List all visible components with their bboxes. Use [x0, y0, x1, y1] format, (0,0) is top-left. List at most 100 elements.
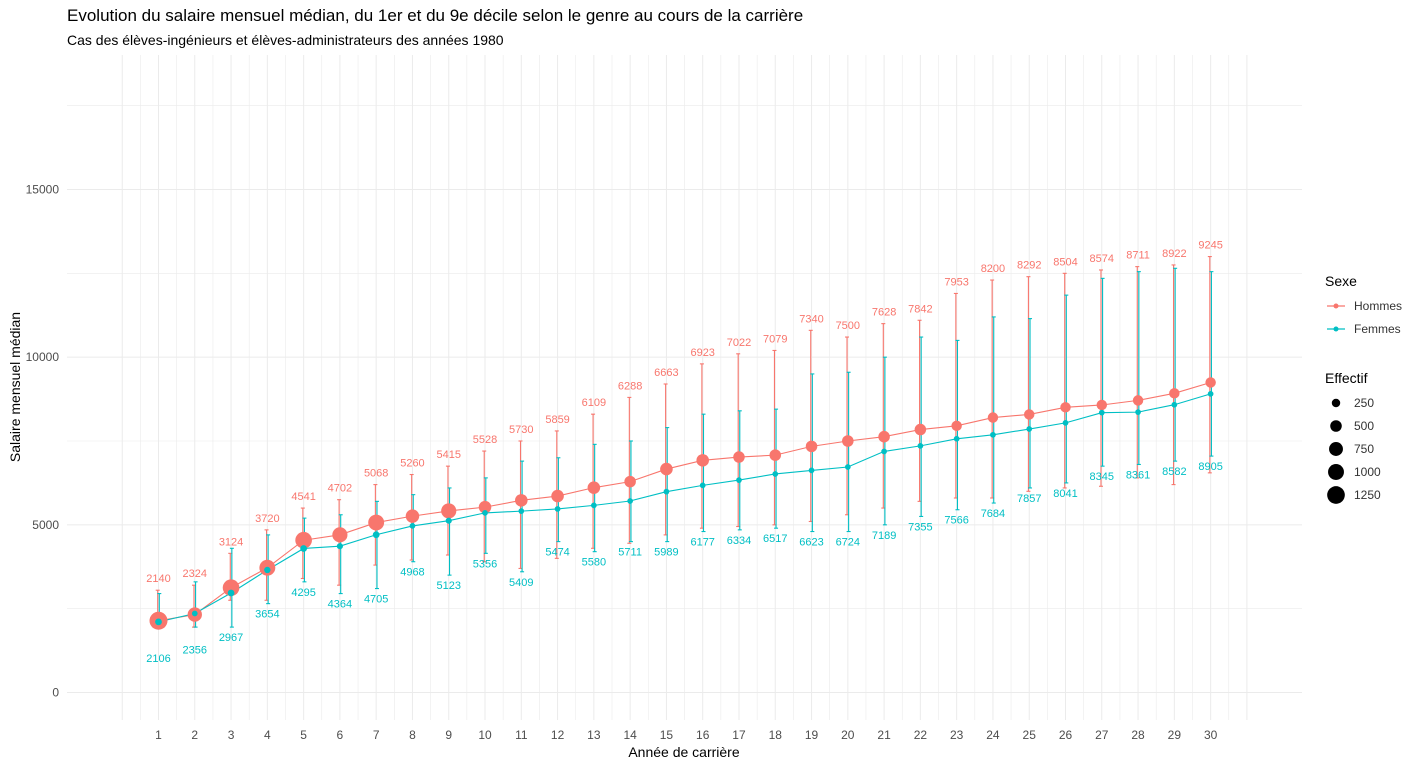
data-label-femmes: 7566 — [944, 515, 968, 527]
point-hommes — [1132, 395, 1144, 406]
x-tick-label: 9 — [445, 728, 452, 742]
point-hommes — [624, 475, 636, 488]
data-label-hommes: 5260 — [400, 458, 424, 470]
point-femmes — [917, 443, 924, 449]
point-femmes — [699, 482, 706, 489]
x-tick-label: 5 — [300, 728, 307, 742]
legend-size-dot — [1330, 420, 1342, 432]
x-tick-label: 27 — [1095, 728, 1109, 742]
point-femmes — [518, 508, 525, 514]
legend-size-label: 500 — [1354, 419, 1374, 433]
point-femmes — [627, 498, 633, 504]
x-tick-label: 10 — [478, 728, 492, 742]
data-label-hommes: 5528 — [473, 434, 497, 446]
data-label-femmes: 8582 — [1162, 466, 1186, 478]
x-axis-label: Année de carrière — [628, 744, 740, 760]
point-hommes — [660, 462, 673, 476]
data-label-hommes: 2324 — [183, 568, 207, 580]
data-label-hommes: 7500 — [836, 320, 860, 332]
legend-dot-hommes — [1333, 303, 1339, 309]
point-femmes — [881, 448, 887, 455]
legend-label-femmes: Femmes — [1354, 322, 1401, 336]
y-tick-label: 15000 — [26, 183, 60, 197]
point-hommes — [1205, 377, 1216, 388]
point-hommes — [987, 412, 999, 423]
legend-size-title: Effectif — [1325, 370, 1368, 386]
x-tick-label: 18 — [769, 728, 783, 742]
data-label-femmes: 5580 — [582, 557, 606, 569]
point-hommes — [332, 527, 348, 543]
point-hommes — [1024, 409, 1035, 420]
point-hommes — [1060, 402, 1071, 413]
data-label-femmes: 6623 — [799, 537, 823, 549]
point-femmes — [445, 517, 452, 524]
data-label-femmes: 7684 — [981, 508, 1005, 520]
data-label-hommes: 6923 — [690, 347, 714, 359]
point-femmes — [1207, 391, 1214, 397]
data-label-femmes: 2967 — [219, 632, 243, 644]
data-label-hommes: 8711 — [1126, 250, 1150, 262]
data-label-hommes: 8922 — [1162, 248, 1186, 260]
data-labels: 2140 2324 3124 3720 4541 4702 5068 5260 5415 5528… — [146, 240, 1223, 665]
point-hommes — [441, 503, 457, 519]
data-label-hommes: 6288 — [618, 380, 642, 392]
point-femmes — [227, 589, 235, 597]
x-tick-label: 15 — [660, 728, 674, 742]
data-label-hommes: 3124 — [219, 536, 243, 548]
legend-size-label: 750 — [1354, 442, 1374, 456]
data-label-hommes: 8292 — [1017, 260, 1041, 272]
x-tick-label: 25 — [1023, 728, 1037, 742]
x-tick-label: 24 — [986, 728, 1000, 742]
data-label-hommes: 5415 — [436, 449, 460, 461]
data-label-hommes: 6109 — [582, 397, 606, 409]
data-label-femmes: 6724 — [836, 537, 860, 549]
data-label-femmes: 5711 — [618, 547, 642, 559]
point-hommes — [733, 451, 745, 463]
point-hommes — [587, 481, 601, 494]
data-label-femmes: 5409 — [509, 577, 533, 589]
point-femmes — [554, 506, 561, 512]
data-label-hommes: 7628 — [872, 307, 896, 319]
point-hommes — [878, 430, 890, 443]
data-label-femmes: 6177 — [690, 537, 714, 549]
point-femmes — [1098, 409, 1105, 416]
x-tick-label: 14 — [623, 728, 637, 742]
data-label-hommes: 9245 — [1198, 240, 1222, 252]
data-label-hommes: 6663 — [654, 367, 678, 379]
point-femmes — [482, 510, 488, 516]
x-tick-label: 6 — [337, 728, 344, 742]
legend-color-title: Sexe — [1325, 273, 1357, 289]
data-label-femmes: 8905 — [1198, 461, 1222, 473]
data-label-femmes: 5989 — [654, 547, 678, 559]
x-tick-label: 23 — [950, 728, 964, 742]
data-label-hommes: 7340 — [799, 313, 823, 325]
point-femmes — [191, 610, 198, 617]
grid-lines — [67, 55, 1302, 720]
data-label-femmes: 7355 — [908, 521, 932, 533]
x-tick-label: 1 — [155, 728, 162, 742]
legend-size-dot — [1327, 486, 1345, 504]
data-label-hommes: 8200 — [981, 263, 1005, 275]
axes: Année de carrière Salaire mensuel médian… — [7, 183, 1218, 761]
point-femmes — [264, 566, 271, 574]
y-tick-label: 5000 — [32, 518, 59, 532]
data-label-femmes: 5123 — [436, 580, 460, 592]
data-label-hommes: 5068 — [364, 468, 388, 480]
point-hommes — [842, 435, 854, 447]
chart-subtitle: Cas des élèves-ingénieurs et élèves-admi… — [67, 32, 504, 48]
point-femmes — [990, 431, 996, 438]
x-tick-label: 11 — [515, 728, 528, 742]
y-tick-label: 10000 — [26, 350, 60, 364]
data-label-hommes: 7079 — [763, 333, 787, 345]
data-label-femmes: 4295 — [291, 587, 315, 599]
x-tick-label: 19 — [805, 728, 819, 742]
data-label-hommes: 4702 — [328, 483, 352, 495]
data-label-femmes: 7857 — [1017, 493, 1041, 505]
x-tick-label: 13 — [587, 728, 601, 742]
data-label-femmes: 8041 — [1053, 488, 1077, 500]
legend-size-label: 1000 — [1354, 465, 1381, 479]
x-tick-label: 21 — [877, 728, 891, 742]
x-tick-label: 17 — [732, 728, 746, 742]
y-tick-label: 0 — [52, 686, 59, 700]
